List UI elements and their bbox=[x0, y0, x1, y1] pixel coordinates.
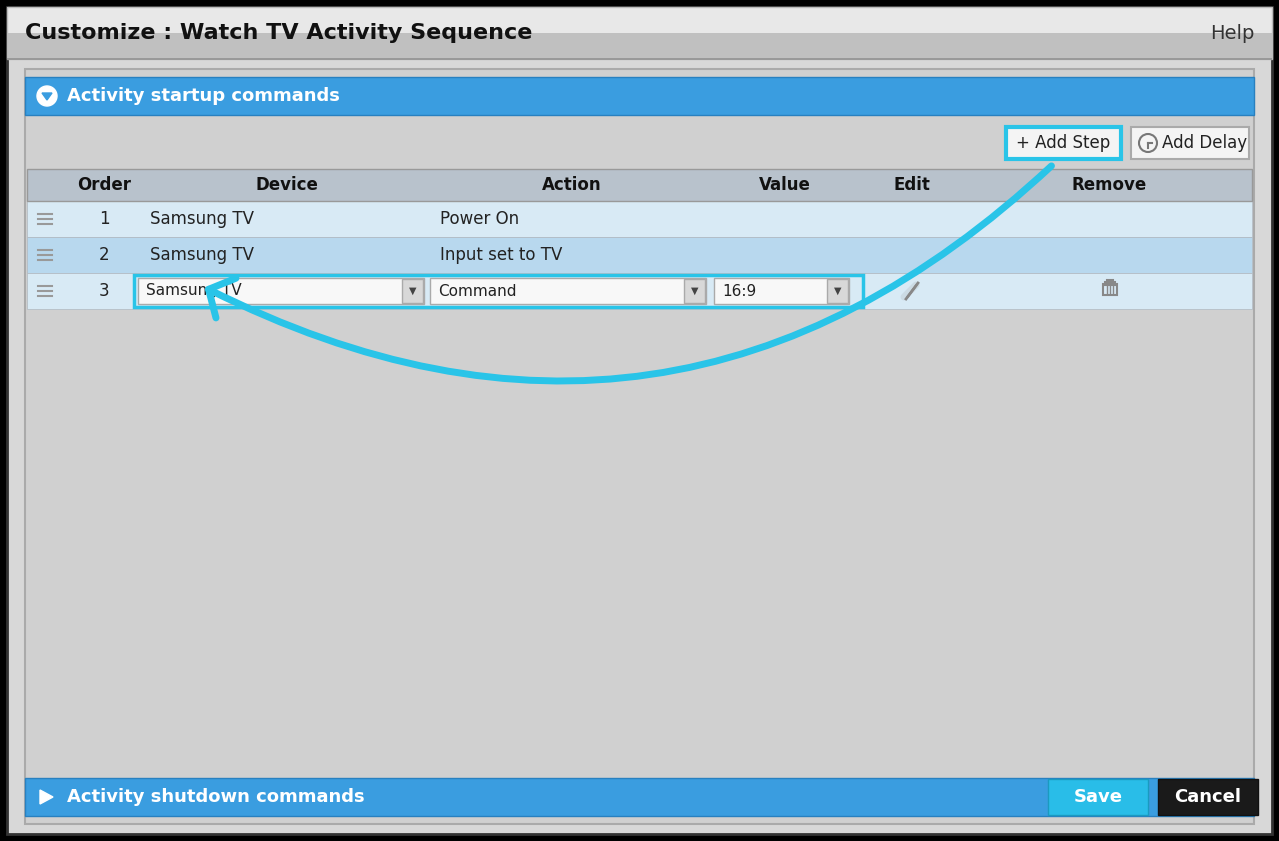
Bar bbox=[134, 275, 863, 307]
Bar bbox=[1157, 779, 1259, 815]
Bar bbox=[1131, 127, 1250, 159]
Text: Customize : Watch TV Activity Sequence: Customize : Watch TV Activity Sequence bbox=[26, 23, 532, 43]
Bar bbox=[27, 237, 1252, 273]
Bar bbox=[6, 33, 1273, 59]
Text: Edit: Edit bbox=[894, 176, 930, 194]
FancyArrowPatch shape bbox=[208, 166, 1051, 381]
Text: Remove: Remove bbox=[1072, 176, 1147, 194]
Bar bbox=[26, 778, 1253, 816]
Text: ▼: ▼ bbox=[691, 286, 698, 296]
Text: Value: Value bbox=[758, 176, 811, 194]
Bar bbox=[26, 69, 1253, 824]
Bar bbox=[828, 279, 848, 303]
Bar bbox=[26, 77, 1253, 115]
Text: 2: 2 bbox=[100, 246, 110, 264]
Text: Power On: Power On bbox=[440, 210, 519, 228]
Text: Action: Action bbox=[542, 176, 602, 194]
Bar bbox=[27, 273, 1252, 309]
Bar bbox=[27, 169, 1252, 201]
Bar bbox=[714, 278, 849, 304]
Text: Activity shutdown commands: Activity shutdown commands bbox=[67, 788, 365, 806]
Polygon shape bbox=[40, 790, 52, 804]
Text: Input set to TV: Input set to TV bbox=[440, 246, 563, 264]
Text: 16:9: 16:9 bbox=[723, 283, 756, 299]
Bar bbox=[430, 278, 706, 304]
Text: ▼: ▼ bbox=[834, 286, 842, 296]
Text: Samsung TV: Samsung TV bbox=[146, 283, 242, 299]
Bar bbox=[1105, 282, 1114, 285]
Text: Activity startup commands: Activity startup commands bbox=[67, 87, 340, 105]
Text: Device: Device bbox=[256, 176, 318, 194]
Text: Command: Command bbox=[437, 283, 517, 299]
Bar bbox=[27, 201, 1252, 237]
Bar bbox=[6, 58, 1273, 60]
Text: Cancel: Cancel bbox=[1174, 788, 1242, 806]
Text: Samsung TV: Samsung TV bbox=[150, 246, 255, 264]
Text: + Add Step: + Add Step bbox=[1017, 134, 1110, 152]
Bar bbox=[1007, 127, 1120, 159]
Bar bbox=[1102, 284, 1117, 295]
Text: Help: Help bbox=[1210, 24, 1253, 43]
Bar bbox=[684, 279, 705, 303]
Bar bbox=[138, 278, 425, 304]
Circle shape bbox=[37, 86, 58, 106]
Text: Samsung TV: Samsung TV bbox=[150, 210, 255, 228]
Text: 1: 1 bbox=[100, 210, 110, 228]
Text: 3: 3 bbox=[100, 282, 110, 300]
Text: Save: Save bbox=[1073, 788, 1123, 806]
Bar bbox=[1106, 280, 1113, 282]
Bar bbox=[6, 7, 1273, 33]
Text: ▼: ▼ bbox=[409, 286, 417, 296]
Bar bbox=[6, 7, 1273, 59]
Polygon shape bbox=[42, 93, 52, 100]
Text: Order: Order bbox=[78, 176, 132, 194]
Bar bbox=[1048, 779, 1149, 815]
Bar bbox=[402, 279, 423, 303]
Text: Add Delay: Add Delay bbox=[1163, 134, 1247, 152]
